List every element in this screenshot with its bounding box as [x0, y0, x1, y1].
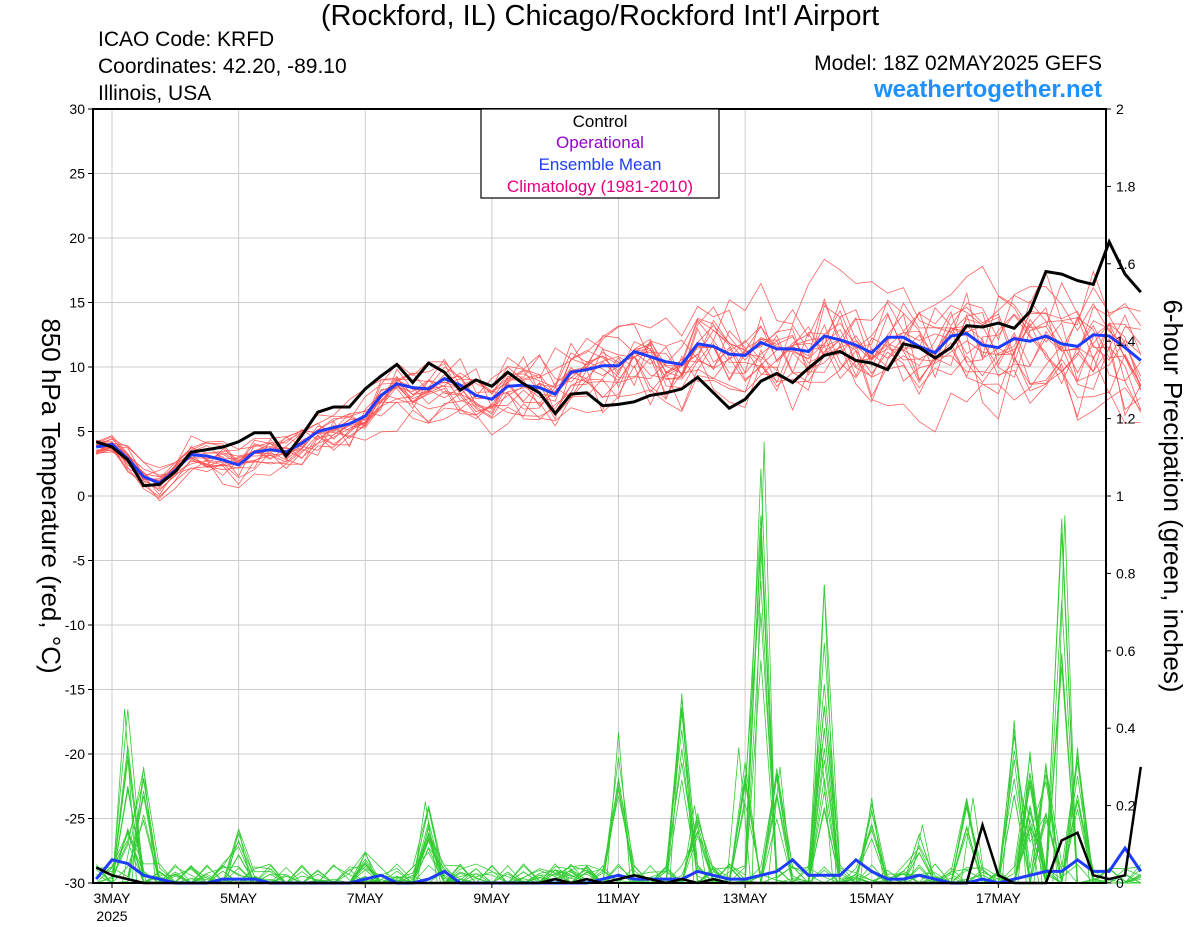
temp-member-line	[96, 312, 1142, 489]
precip-spike	[767, 766, 793, 884]
precip-spike	[811, 584, 837, 884]
site-link[interactable]: weathertogether.net	[873, 76, 1102, 103]
chart-title: (Rockford, IL) Chicago/Rockford Int'l Ai…	[320, 0, 880, 32]
control-temp-line	[95, 238, 1142, 488]
right-tick-label: 1.2	[1116, 411, 1136, 427]
x-tick-label: 3MAY	[93, 890, 131, 906]
temp-member-line	[96, 334, 1142, 478]
mean-temp-line	[95, 331, 1142, 485]
x-tick-label: 17MAY	[976, 890, 1022, 906]
left-tick-label: -30	[65, 875, 85, 891]
left-tick-label: -15	[65, 682, 85, 698]
precip-spike	[131, 766, 157, 884]
left-tick-label: -5	[73, 553, 86, 569]
left-tick-label: 20	[69, 230, 85, 246]
x-tick-label: 11MAY	[597, 890, 641, 906]
right-tick-label: 0.4	[1116, 720, 1136, 736]
right-tick-label: 0.6	[1116, 643, 1136, 659]
precip-spike	[606, 732, 631, 884]
right-tick-label: 0.8	[1116, 565, 1136, 581]
x-tick-label: 7MAY	[347, 890, 385, 906]
precip-spike	[412, 801, 438, 884]
temp-member-line	[96, 325, 1142, 477]
right-tick-label: 1.4	[1116, 333, 1136, 349]
region: Illinois, USA	[98, 82, 212, 105]
legend-box: Control Operational Ensemble Mean Climat…	[480, 108, 720, 199]
precip-spike	[808, 747, 834, 884]
precip-spike	[910, 824, 935, 884]
x-tick-sublabel: 2025	[96, 908, 127, 924]
right-tick-label: 2	[1116, 101, 1124, 117]
temp-member-line	[96, 258, 1142, 488]
coordinates: Coordinates: 42.20, -89.10	[98, 55, 347, 78]
y-right-label: 6-hour Precipation (green, inches)	[1158, 299, 1188, 692]
left-tick-label: 5	[77, 424, 85, 440]
precip-spike	[226, 828, 252, 884]
legend-ensemble-mean: Ensemble Mean	[539, 155, 662, 174]
precip-spike	[1014, 805, 1040, 884]
left-tick-label: -10	[65, 617, 85, 633]
precip-spike	[416, 824, 441, 884]
x-tick-label: 9MAY	[473, 890, 511, 906]
precip-spike	[726, 747, 752, 884]
model-run: Model: 18Z 02MAY2025 GEFS	[814, 52, 1102, 75]
left-tick-label: 0	[77, 488, 85, 504]
left-tick-label: 15	[69, 295, 85, 311]
legend-climatology: Climatology (1981-2010)	[507, 177, 693, 196]
right-axis: 2 1.8 1.6 1.4 1.2 1 0.8 0.6 0.4 0.2 0	[1106, 101, 1136, 891]
precip-spike	[1001, 720, 1027, 884]
precip-spike	[1052, 515, 1078, 884]
icao-code: ICAO Code: KRFD	[98, 28, 275, 51]
precip-spike	[960, 797, 986, 884]
left-axis: 30 25 20 15 10 5 0 -5 -10 -15 -20 -25 -30	[65, 101, 93, 891]
temp-member-line	[96, 313, 1142, 488]
left-tick-label: -20	[65, 746, 85, 762]
precip-spike	[751, 441, 777, 884]
grid	[93, 108, 1106, 884]
temp-member-line	[96, 306, 1142, 496]
right-tick-label: 0	[1116, 875, 1124, 891]
precip-spike	[112, 708, 138, 884]
x-tick-label: 15MAY	[849, 890, 895, 906]
temp-member-line	[96, 317, 1141, 492]
right-tick-label: 1.8	[1116, 178, 1136, 194]
x-tick-label: 5MAY	[220, 890, 258, 906]
temp-member-line	[96, 265, 1141, 482]
x-tick-label: 13MAY	[723, 890, 769, 906]
precip-spike	[669, 693, 695, 884]
left-tick-label: -25	[65, 811, 85, 827]
precip-spike	[682, 805, 707, 884]
precip-spike	[859, 797, 885, 884]
left-tick-label: 30	[69, 101, 85, 117]
left-tick-label: 10	[69, 359, 85, 375]
x-axis: 3MAY 2025 5MAY 7MAY 9MAY 11MAY 13MAY 15MAY 17MAY	[93, 883, 1021, 924]
legend-control: Control	[573, 112, 628, 131]
right-tick-label: 1	[1116, 488, 1124, 504]
right-tick-label: 1.6	[1116, 256, 1136, 272]
legend-operational: Operational	[556, 133, 644, 152]
precip-member-line	[96, 518, 1141, 884]
precip-spike	[352, 850, 378, 884]
temp-member-line	[96, 270, 1142, 486]
y-left-label: 850 hPa Temperature (red, °C)	[36, 318, 66, 673]
right-tick-label: 0.2	[1116, 798, 1136, 814]
left-tick-label: 25	[69, 166, 85, 182]
temp-member-line	[96, 299, 1142, 481]
